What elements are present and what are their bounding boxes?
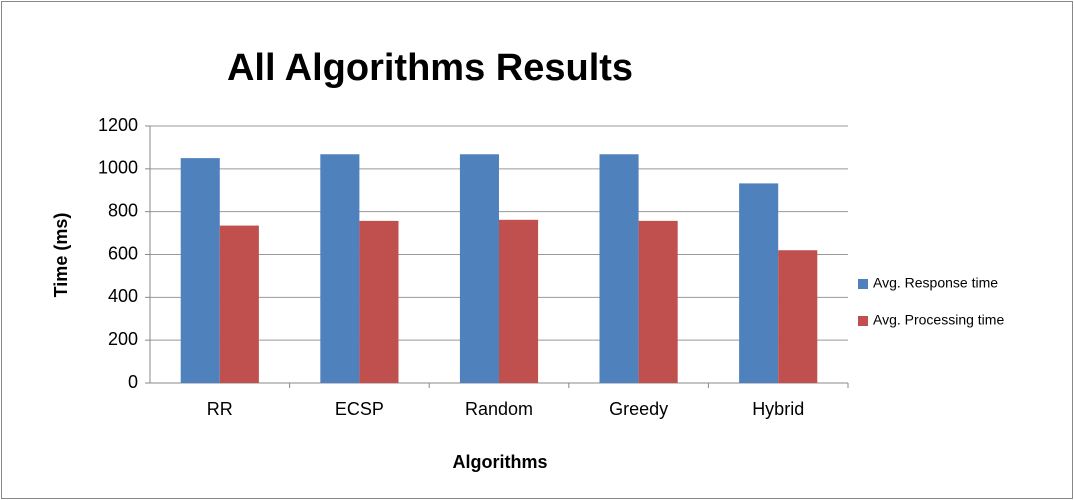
y-axis-label: Time (ms): [51, 213, 71, 298]
bar: [778, 250, 818, 383]
bar: [219, 225, 259, 383]
legend-label: Avg. Response time: [873, 275, 998, 291]
x-tick-label: Hybrid: [752, 399, 804, 419]
chart-title: All Algorithms Results: [227, 47, 633, 89]
x-tick-label: RR: [207, 399, 233, 419]
bar: [180, 158, 220, 383]
bar: [459, 154, 499, 383]
x-axis-label: Algorithms: [452, 452, 547, 472]
y-tick-label: 1200: [98, 115, 138, 135]
bar: [320, 154, 360, 383]
legend-swatch: [858, 316, 868, 326]
y-tick-label: 0: [128, 372, 138, 392]
y-tick-label: 200: [108, 329, 138, 349]
y-tick-label: 400: [108, 286, 138, 306]
bar: [599, 154, 639, 383]
bar: [739, 183, 779, 383]
y-tick-label: 1000: [98, 158, 138, 178]
bar: [638, 220, 678, 383]
bar: [499, 219, 539, 383]
legend-swatch: [858, 279, 868, 289]
legend-label: Avg. Processing time: [873, 312, 1004, 328]
x-tick-label: ECSP: [335, 399, 384, 419]
y-tick-label: 800: [108, 200, 138, 220]
x-tick-label: Greedy: [609, 399, 668, 419]
y-tick-label: 600: [108, 243, 138, 263]
bar: [359, 220, 399, 383]
x-tick-label: Random: [465, 399, 533, 419]
